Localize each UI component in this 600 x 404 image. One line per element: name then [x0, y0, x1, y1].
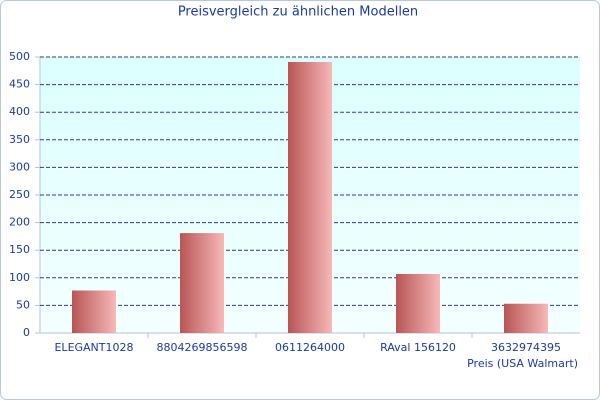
y-tick-label: 500 — [9, 50, 30, 63]
x-tick-label: 8804269856598 — [157, 341, 248, 354]
x-tick-label: ELEGANT1028 — [54, 341, 133, 354]
y-tick-label: 100 — [9, 271, 30, 284]
y-tick-label: 450 — [9, 78, 30, 91]
bar — [288, 61, 332, 334]
y-tick-label: 0 — [23, 326, 30, 339]
bar — [396, 273, 440, 333]
chart-title: Preisvergleich zu ähnlichen Modellen — [178, 5, 418, 20]
y-tick-label: 350 — [9, 133, 30, 146]
bar — [504, 303, 548, 333]
y-tick-label: 400 — [9, 105, 30, 118]
x-tick-label: 3632974395 — [491, 341, 561, 354]
y-tick-label: 200 — [9, 216, 30, 229]
y-tick-label: 300 — [9, 160, 30, 173]
x-tick-label: 0611264000 — [275, 341, 345, 354]
y-tick-label: 50 — [16, 298, 30, 311]
bar — [72, 290, 116, 333]
y-tick-label: 150 — [9, 243, 30, 256]
bar — [180, 233, 224, 333]
x-axis-label: Preis (USA Walmart) — [467, 357, 578, 370]
y-tick-label: 250 — [9, 188, 30, 201]
x-tick-label: RAval 156120 — [380, 341, 456, 354]
